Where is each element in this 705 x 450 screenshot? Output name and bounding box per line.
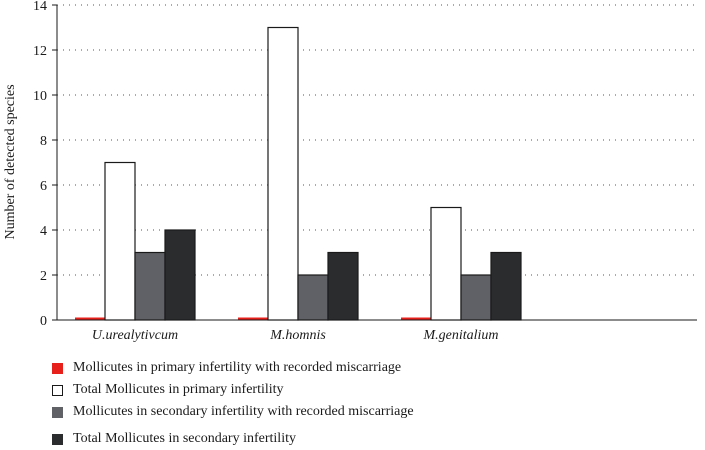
bar	[104, 161, 136, 321]
y-tick-label: 14	[33, 0, 47, 14]
x-category-labels: U.urealytivcum M.homnis M.genitalium	[92, 328, 499, 343]
legend-label: Total Mollicutes in primary infertility	[73, 382, 284, 397]
bar	[430, 206, 462, 321]
bar	[75, 317, 105, 320]
bar	[238, 317, 268, 320]
axes	[56, 5, 697, 321]
y-tick-label: 0	[40, 314, 47, 329]
legend-swatch	[52, 407, 63, 418]
bar	[327, 251, 359, 321]
legend-label: Mollicutes in primary infertility with r…	[73, 360, 402, 375]
y-tick-label: 10	[33, 89, 47, 104]
y-tick-label: 8	[40, 134, 47, 149]
grid-lines	[57, 4, 697, 276]
x-category-label: M.homnis	[269, 328, 326, 343]
y-tick-label: 2	[40, 269, 47, 284]
legend-swatch	[52, 385, 63, 396]
bars	[75, 26, 522, 321]
bar	[401, 317, 431, 320]
legend-swatch	[52, 363, 63, 374]
bar	[134, 251, 166, 321]
legend-swatch	[52, 434, 63, 445]
y-ticks: 0 2 4 6 8 10 12 14	[33, 0, 57, 329]
x-category-label: U.urealytivcum	[92, 328, 178, 343]
y-tick-label: 12	[33, 44, 47, 59]
bar	[460, 274, 492, 321]
y-tick-label: 6	[40, 179, 47, 194]
bar	[164, 229, 196, 321]
legend-label: Mollicutes in secondary infertility with…	[73, 404, 414, 419]
bar	[267, 26, 299, 321]
legend-label: Total Mollicutes in secondary infertilit…	[73, 431, 296, 446]
y-tick-label: 4	[40, 224, 47, 239]
bar	[297, 274, 329, 321]
y-axis-title: Number of detected species	[3, 84, 18, 239]
x-category-label: M.genitalium	[422, 328, 498, 343]
bar	[490, 251, 522, 321]
